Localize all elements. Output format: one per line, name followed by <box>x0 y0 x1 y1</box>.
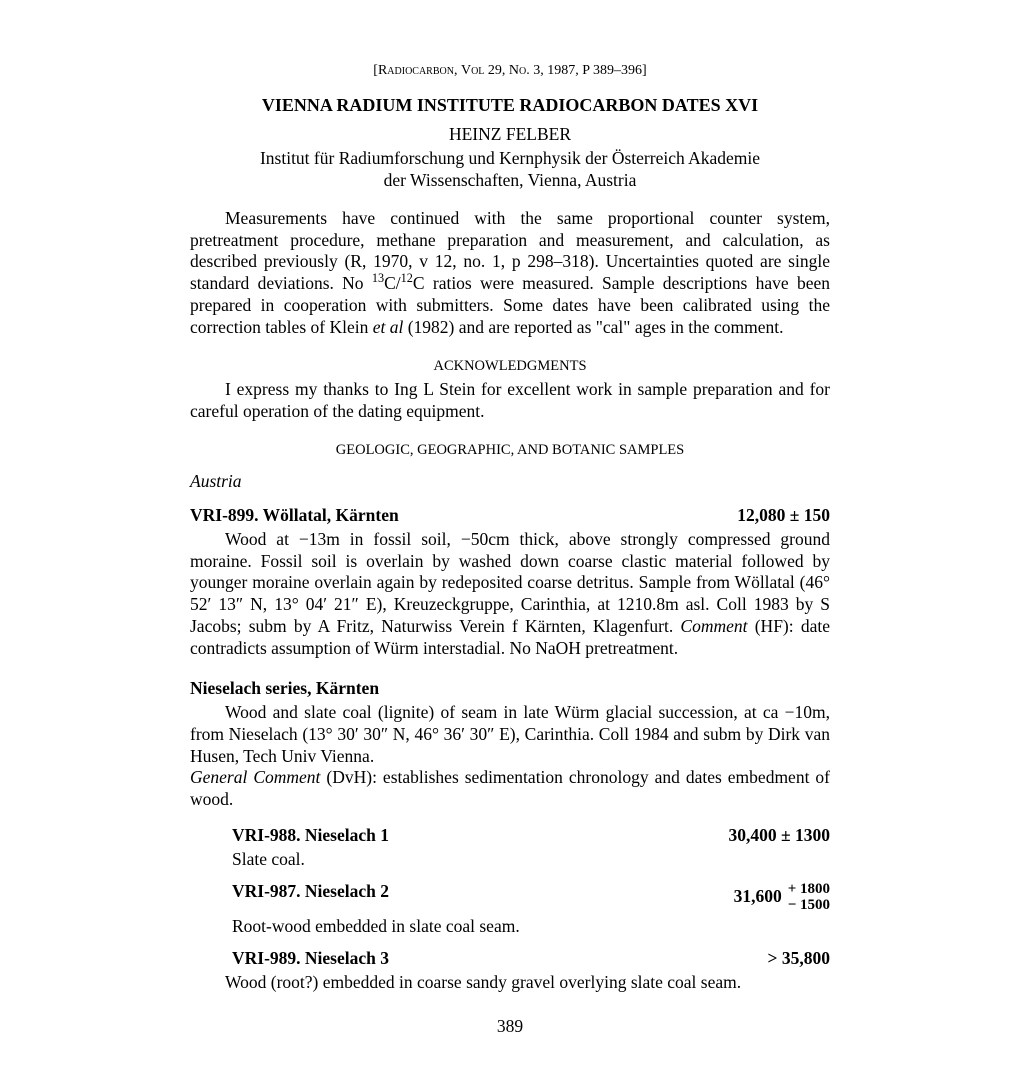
country-heading: Austria <box>190 471 830 493</box>
affiliation-line1: Institut für Radiumforschung und Kernphy… <box>260 148 760 168</box>
vri-987-label: VRI-987. Nieselach 2 <box>232 881 734 914</box>
ack-heading: ACKNOWLEDGMENTS <box>190 357 830 375</box>
vri-987-value: 31,600 + 1800 − 1500 <box>734 881 830 914</box>
vri-987-base: 31,600 <box>734 886 782 908</box>
paper-title: VIENNA RADIUM INSTITUTE RADIOCARBON DATE… <box>190 94 830 117</box>
general-comment-label: General Comment <box>190 767 320 787</box>
vri-987-entry: VRI-987. Nieselach 2 31,600 + 1800 − 150… <box>190 881 830 914</box>
nieselach-intro: Wood and slate coal (lignite) of seam in… <box>190 702 830 768</box>
vri-989-entry: VRI-989. Nieselach 3 > 35,800 <box>190 948 830 970</box>
nieselach-general-comment: General Comment (DvH): establishes sedim… <box>190 767 830 811</box>
vri-989-label: VRI-989. Nieselach 3 <box>232 948 768 970</box>
vri-988-desc: Slate coal. <box>190 849 830 871</box>
affiliation: Institut für Radiumforschung und Kernphy… <box>190 148 830 192</box>
intro-paragraph: Measurements have continued with the sam… <box>190 208 830 339</box>
vri-987-plus: + 1800 <box>788 881 830 898</box>
vri-987-minus: − 1500 <box>788 897 830 914</box>
vri-899-comment-label: Comment <box>680 616 747 636</box>
intro-text-c: (1982) and are reported as "cal" ages in… <box>403 317 783 337</box>
vri-987-uncertainty: + 1800 − 1500 <box>788 881 830 914</box>
nieselach-series-title: Nieselach series, Kärnten <box>190 678 830 700</box>
vri-988-label: VRI-988. Nieselach 1 <box>232 825 729 847</box>
vri-899-entry: VRI-899. Wöllatal, Kärnten 12,080 ± 150 <box>190 505 830 527</box>
section-heading: GEOLOGIC, GEOGRAPHIC, AND BOTANIC SAMPLE… <box>190 441 830 459</box>
ack-text: I express my thanks to Ing L Stein for e… <box>190 379 830 423</box>
vri-987-desc: Root-wood embedded in slate coal seam. <box>190 916 830 938</box>
vri-899-label: VRI-899. Wöllatal, Kärnten <box>190 505 399 527</box>
page-content: [Radiocarbon, Vol 29, No. 3, 1987, P 389… <box>190 62 830 1037</box>
vri-988-value: 30,400 ± 1300 <box>729 825 830 847</box>
vri-989-desc: Wood (root?) embedded in coarse sandy gr… <box>190 972 830 994</box>
journal-reference: [Radiocarbon, Vol 29, No. 3, 1987, P 389… <box>190 62 830 80</box>
affiliation-line2: der Wissenschaften, Vienna, Austria <box>384 170 637 190</box>
vri-989-value: > 35,800 <box>768 948 830 970</box>
vri-988-entry: VRI-988. Nieselach 1 30,400 ± 1300 <box>190 825 830 847</box>
vri-899-value: 12,080 ± 150 <box>737 505 830 527</box>
author-name: HEINZ FELBER <box>190 124 830 146</box>
page-number: 389 <box>190 1016 830 1038</box>
vri-899-desc: Wood at −13m in fossil soil, −50cm thick… <box>190 529 830 660</box>
